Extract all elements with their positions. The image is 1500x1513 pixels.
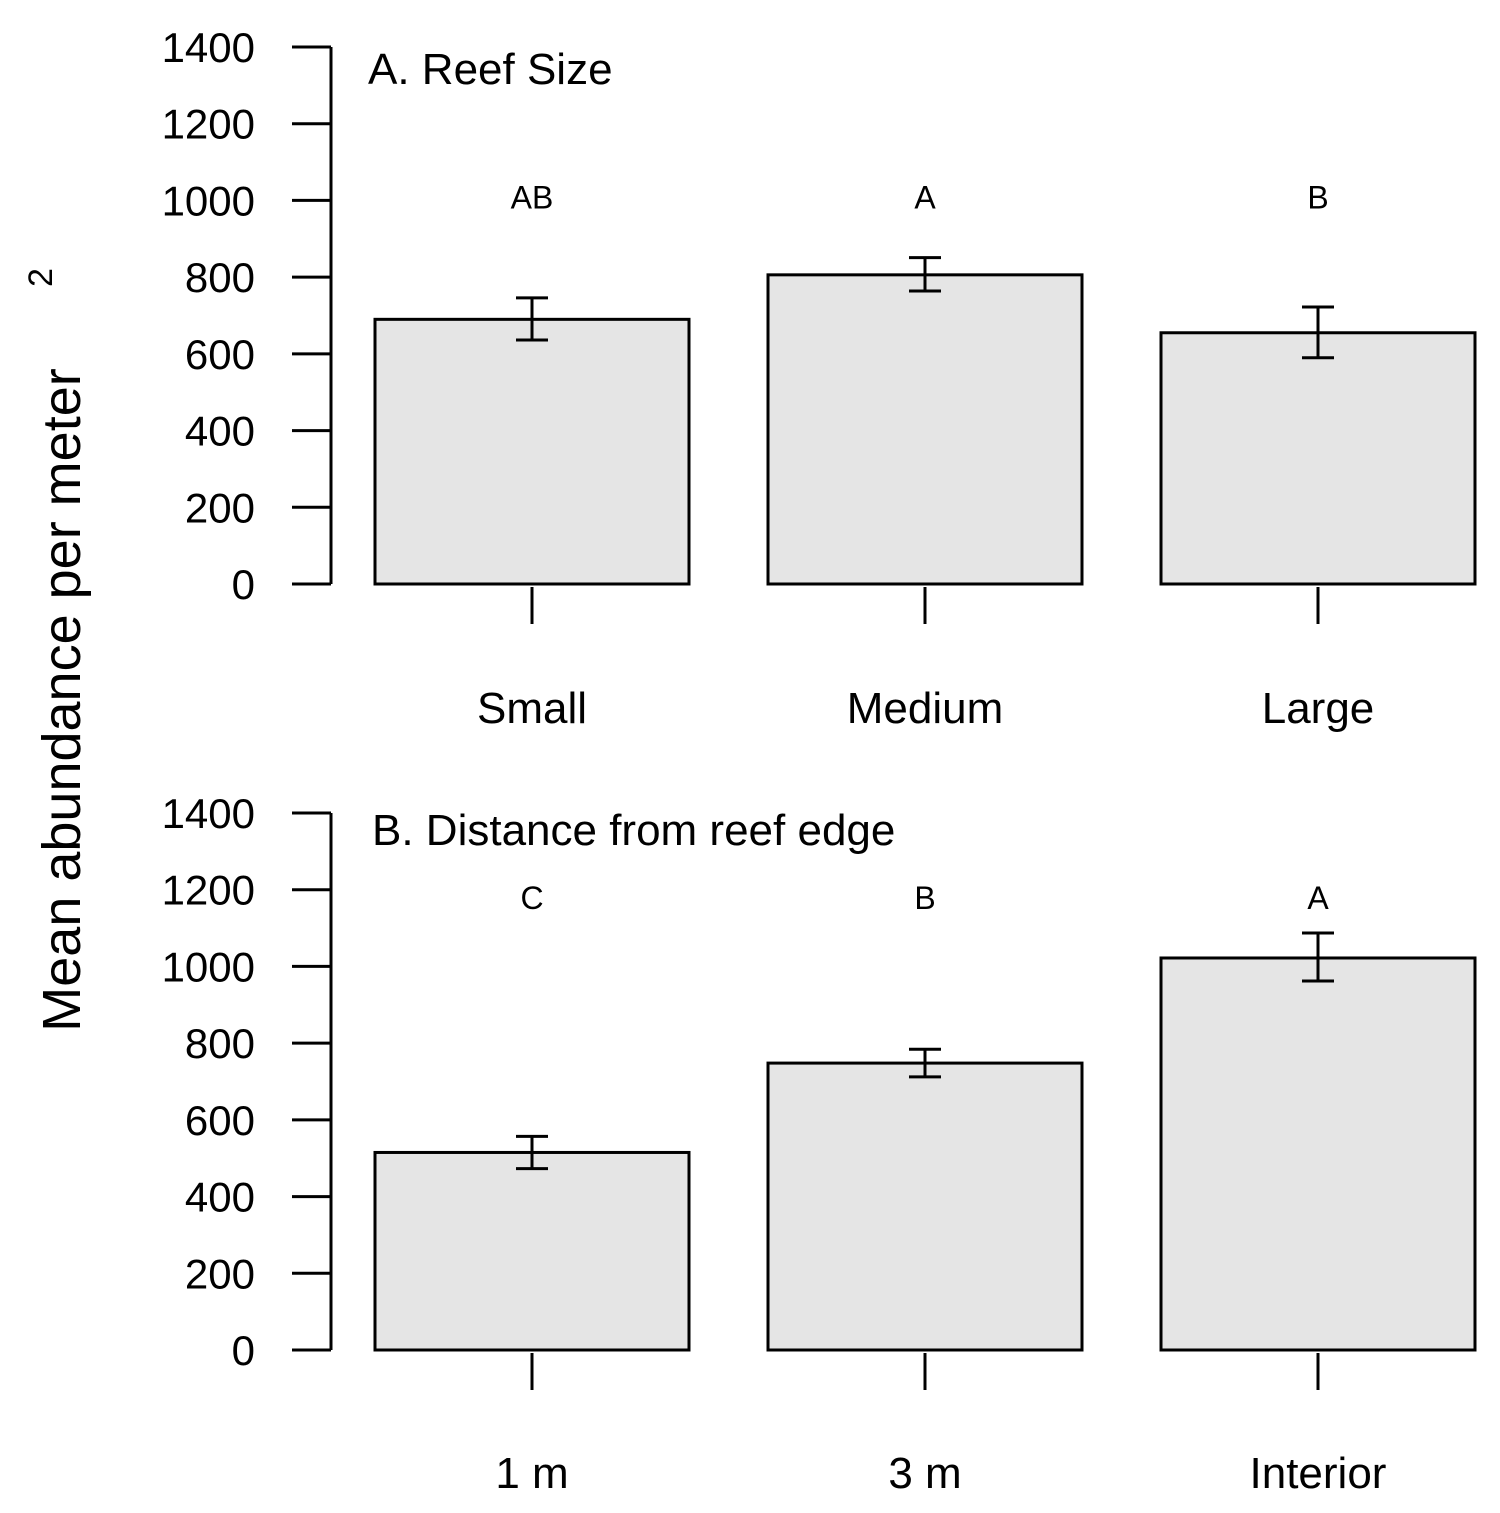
panel-title: B. Distance from reef edge xyxy=(372,806,895,855)
bar xyxy=(1159,956,1477,1352)
y-tick-label: 800 xyxy=(185,1020,255,1067)
category-label: Large xyxy=(1262,684,1375,733)
y-tick-label: 1400 xyxy=(162,790,255,837)
category-label: 1 m xyxy=(495,1449,568,1498)
y-tick-label: 1000 xyxy=(162,177,255,224)
significance-letter: A xyxy=(1307,880,1329,916)
y-tick-label: 800 xyxy=(185,254,255,301)
y-tick-label: 1200 xyxy=(162,867,255,914)
y-tick-label: 600 xyxy=(185,1097,255,1144)
significance-letter: B xyxy=(914,880,935,916)
category-label: Medium xyxy=(847,684,1004,733)
bar xyxy=(373,317,691,586)
bar xyxy=(766,1061,1084,1352)
y-axis-title: Mean abundance per meter 2 xyxy=(22,268,92,1032)
y-tick-label: 400 xyxy=(185,408,255,455)
category-label: Interior xyxy=(1250,1449,1387,1498)
bar xyxy=(373,1150,691,1352)
significance-letter: A xyxy=(914,179,936,215)
y-tick-label: 1200 xyxy=(162,101,255,148)
significance-letter: B xyxy=(1307,179,1328,215)
y-axis-title-text: Mean abundance per meter xyxy=(32,368,92,1031)
y-tick-label: 0 xyxy=(232,1327,255,1374)
panel-reef-size: 0 200 400 600 800 1000 1200 1400 A. Reef Size Sma… xyxy=(162,24,1477,733)
bar xyxy=(766,273,1084,586)
panel-distance-from-edge: 0 200 400 600 800 1000 1200 1400 B. Distance fro… xyxy=(162,790,1477,1498)
category-label: 3 m xyxy=(888,1449,961,1498)
y-tick-label: 600 xyxy=(185,331,255,378)
panel-title: A. Reef Size xyxy=(368,45,613,94)
bar xyxy=(1159,331,1477,586)
y-tick-label: 1000 xyxy=(162,943,255,990)
y-tick-label: 0 xyxy=(232,561,255,608)
significance-letter: C xyxy=(520,880,543,916)
y-tick-label: 200 xyxy=(185,1250,255,1297)
y-tick-label: 200 xyxy=(185,484,255,531)
category-label: Small xyxy=(477,684,587,733)
y-axis-title-superscript: 2 xyxy=(22,268,60,287)
y-tick-label: 400 xyxy=(185,1174,255,1221)
y-tick-label: 1400 xyxy=(162,24,255,71)
significance-letter: AB xyxy=(511,179,554,215)
